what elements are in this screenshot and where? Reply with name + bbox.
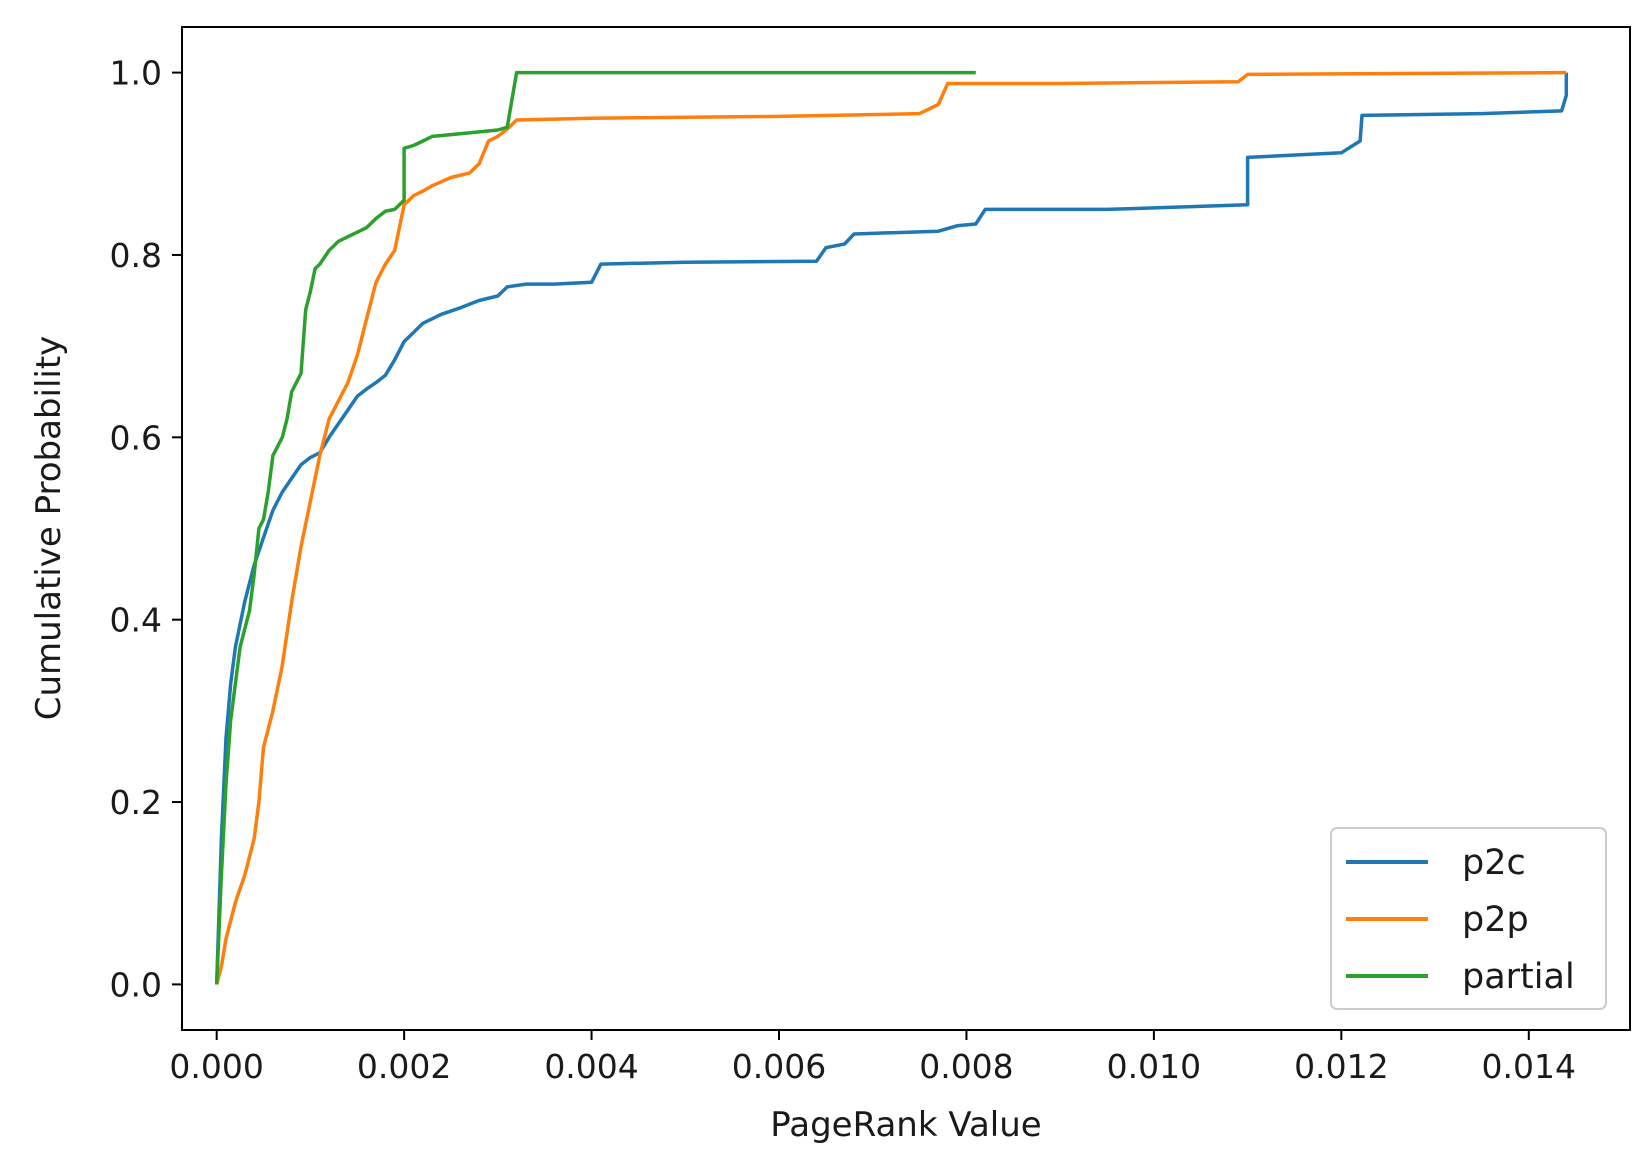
x-tick-label: 0.008 — [919, 1047, 1013, 1086]
x-tick-label: 0.010 — [1107, 1047, 1201, 1086]
y-tick-label: 0.2 — [110, 783, 162, 822]
x-tick-label: 0.006 — [732, 1047, 826, 1086]
legend: p2c p2p partial — [1330, 827, 1607, 1010]
y-axis-label: Cumulative Probability — [29, 336, 69, 721]
x-tick-label: 0.014 — [1482, 1047, 1576, 1086]
x-tick-label: 0.002 — [357, 1047, 451, 1086]
y-tick-label: 0.6 — [110, 418, 162, 457]
x-axis-ticks: 0.000 0.002 0.004 0.006 0.008 0.010 0.012 0.014 — [169, 1030, 1576, 1086]
x-axis-label: PageRank Value — [770, 1105, 1041, 1145]
x-tick-label: 0.000 — [169, 1047, 263, 1086]
y-tick-label: 0.0 — [110, 965, 162, 1004]
y-axis-ticks: 0.0 0.2 0.4 0.6 0.8 1.0 — [110, 54, 182, 1004]
legend-label-p2c: p2c — [1462, 843, 1526, 883]
x-tick-label: 0.012 — [1294, 1047, 1388, 1086]
plot-frame — [181, 26, 1631, 1031]
y-tick-label: 1.0 — [110, 54, 162, 93]
x-tick-label: 0.004 — [544, 1047, 638, 1086]
y-tick-label: 0.8 — [110, 236, 162, 275]
series-line-p2p — [215, 70, 1567, 985]
series-line-partial — [214, 70, 976, 985]
legend-label-partial: partial — [1462, 957, 1575, 997]
legend-box — [1330, 827, 1607, 1010]
y-tick-label: 0.4 — [110, 601, 162, 640]
series-layer — [214, 70, 1569, 985]
series-line-p2c — [214, 72, 1569, 985]
legend-label-p2p: p2p — [1462, 900, 1529, 940]
